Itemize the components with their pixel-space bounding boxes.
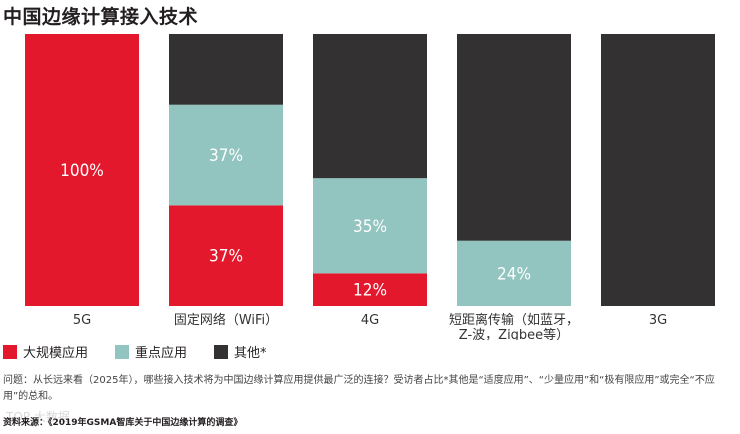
bar-segment-other-2	[313, 34, 427, 179]
legend-swatch-key	[115, 344, 130, 359]
bar-segment-key-2	[313, 178, 427, 274]
bar-segment-large-scale-0	[25, 34, 139, 306]
stacked-bar-chart: 100% 5G 37% 37% 固定网络（WiFi） 12% 35% 4G 24% 短距离传输（如…	[25, 34, 715, 340]
bar-segment-key-1	[169, 104, 283, 206]
legend-label-large-scale: 大规模应用	[23, 346, 89, 361]
bar-segment-other-1	[169, 34, 283, 105]
legend-swatch-other	[214, 344, 229, 359]
legend: 大规模应用 重点应用 其他*	[3, 342, 294, 361]
bar-segment-other-3	[457, 34, 571, 241]
category-label-4: 3G	[649, 313, 667, 328]
question-note: 问题：从长远来看（2025年），哪些接入技术将为中国边缘计算应用提供最广泛的连接…	[3, 375, 715, 402]
category-label-3-line-1: Z-波，Zigbee等）	[459, 327, 569, 340]
legend-label-key: 重点应用	[135, 346, 188, 361]
data-label-large-scale-1: 37%	[209, 247, 243, 267]
bar-segment-large-scale-1	[169, 205, 283, 306]
data-label-key-2: 35%	[353, 217, 387, 237]
bar-segment-large-scale-2	[313, 273, 427, 306]
legend-item-large-scale: 大规模应用	[3, 342, 88, 361]
bar-segment-other-4	[601, 34, 715, 306]
legend-item-key: 重点应用	[115, 342, 187, 361]
category-label-3-line-0: 短距离传输（如蓝牙，	[449, 312, 579, 328]
category-label-1: 固定网络（WiFi）	[174, 312, 278, 328]
data-label-key-3: 24%	[497, 264, 531, 284]
data-label-large-scale-2: 12%	[353, 281, 387, 301]
category-label-2: 4G	[361, 313, 379, 328]
source-note: 资料来源：《2019年GSMA智库关于中国边缘计算的调查》	[3, 418, 243, 428]
legend-swatch-large-scale	[3, 344, 17, 359]
bar-segment-key-3	[457, 240, 571, 306]
legend-label-other: 其他*	[234, 346, 267, 361]
category-label-0: 5G	[73, 313, 91, 328]
legend-item-other: 其他*	[214, 342, 267, 361]
chart-title: 中国边缘计算接入技术	[3, 6, 199, 28]
data-label-large-scale-0: 100%	[60, 161, 104, 181]
watermark: TOP 大数据	[6, 410, 70, 424]
data-label-key-1: 37%	[209, 146, 243, 166]
